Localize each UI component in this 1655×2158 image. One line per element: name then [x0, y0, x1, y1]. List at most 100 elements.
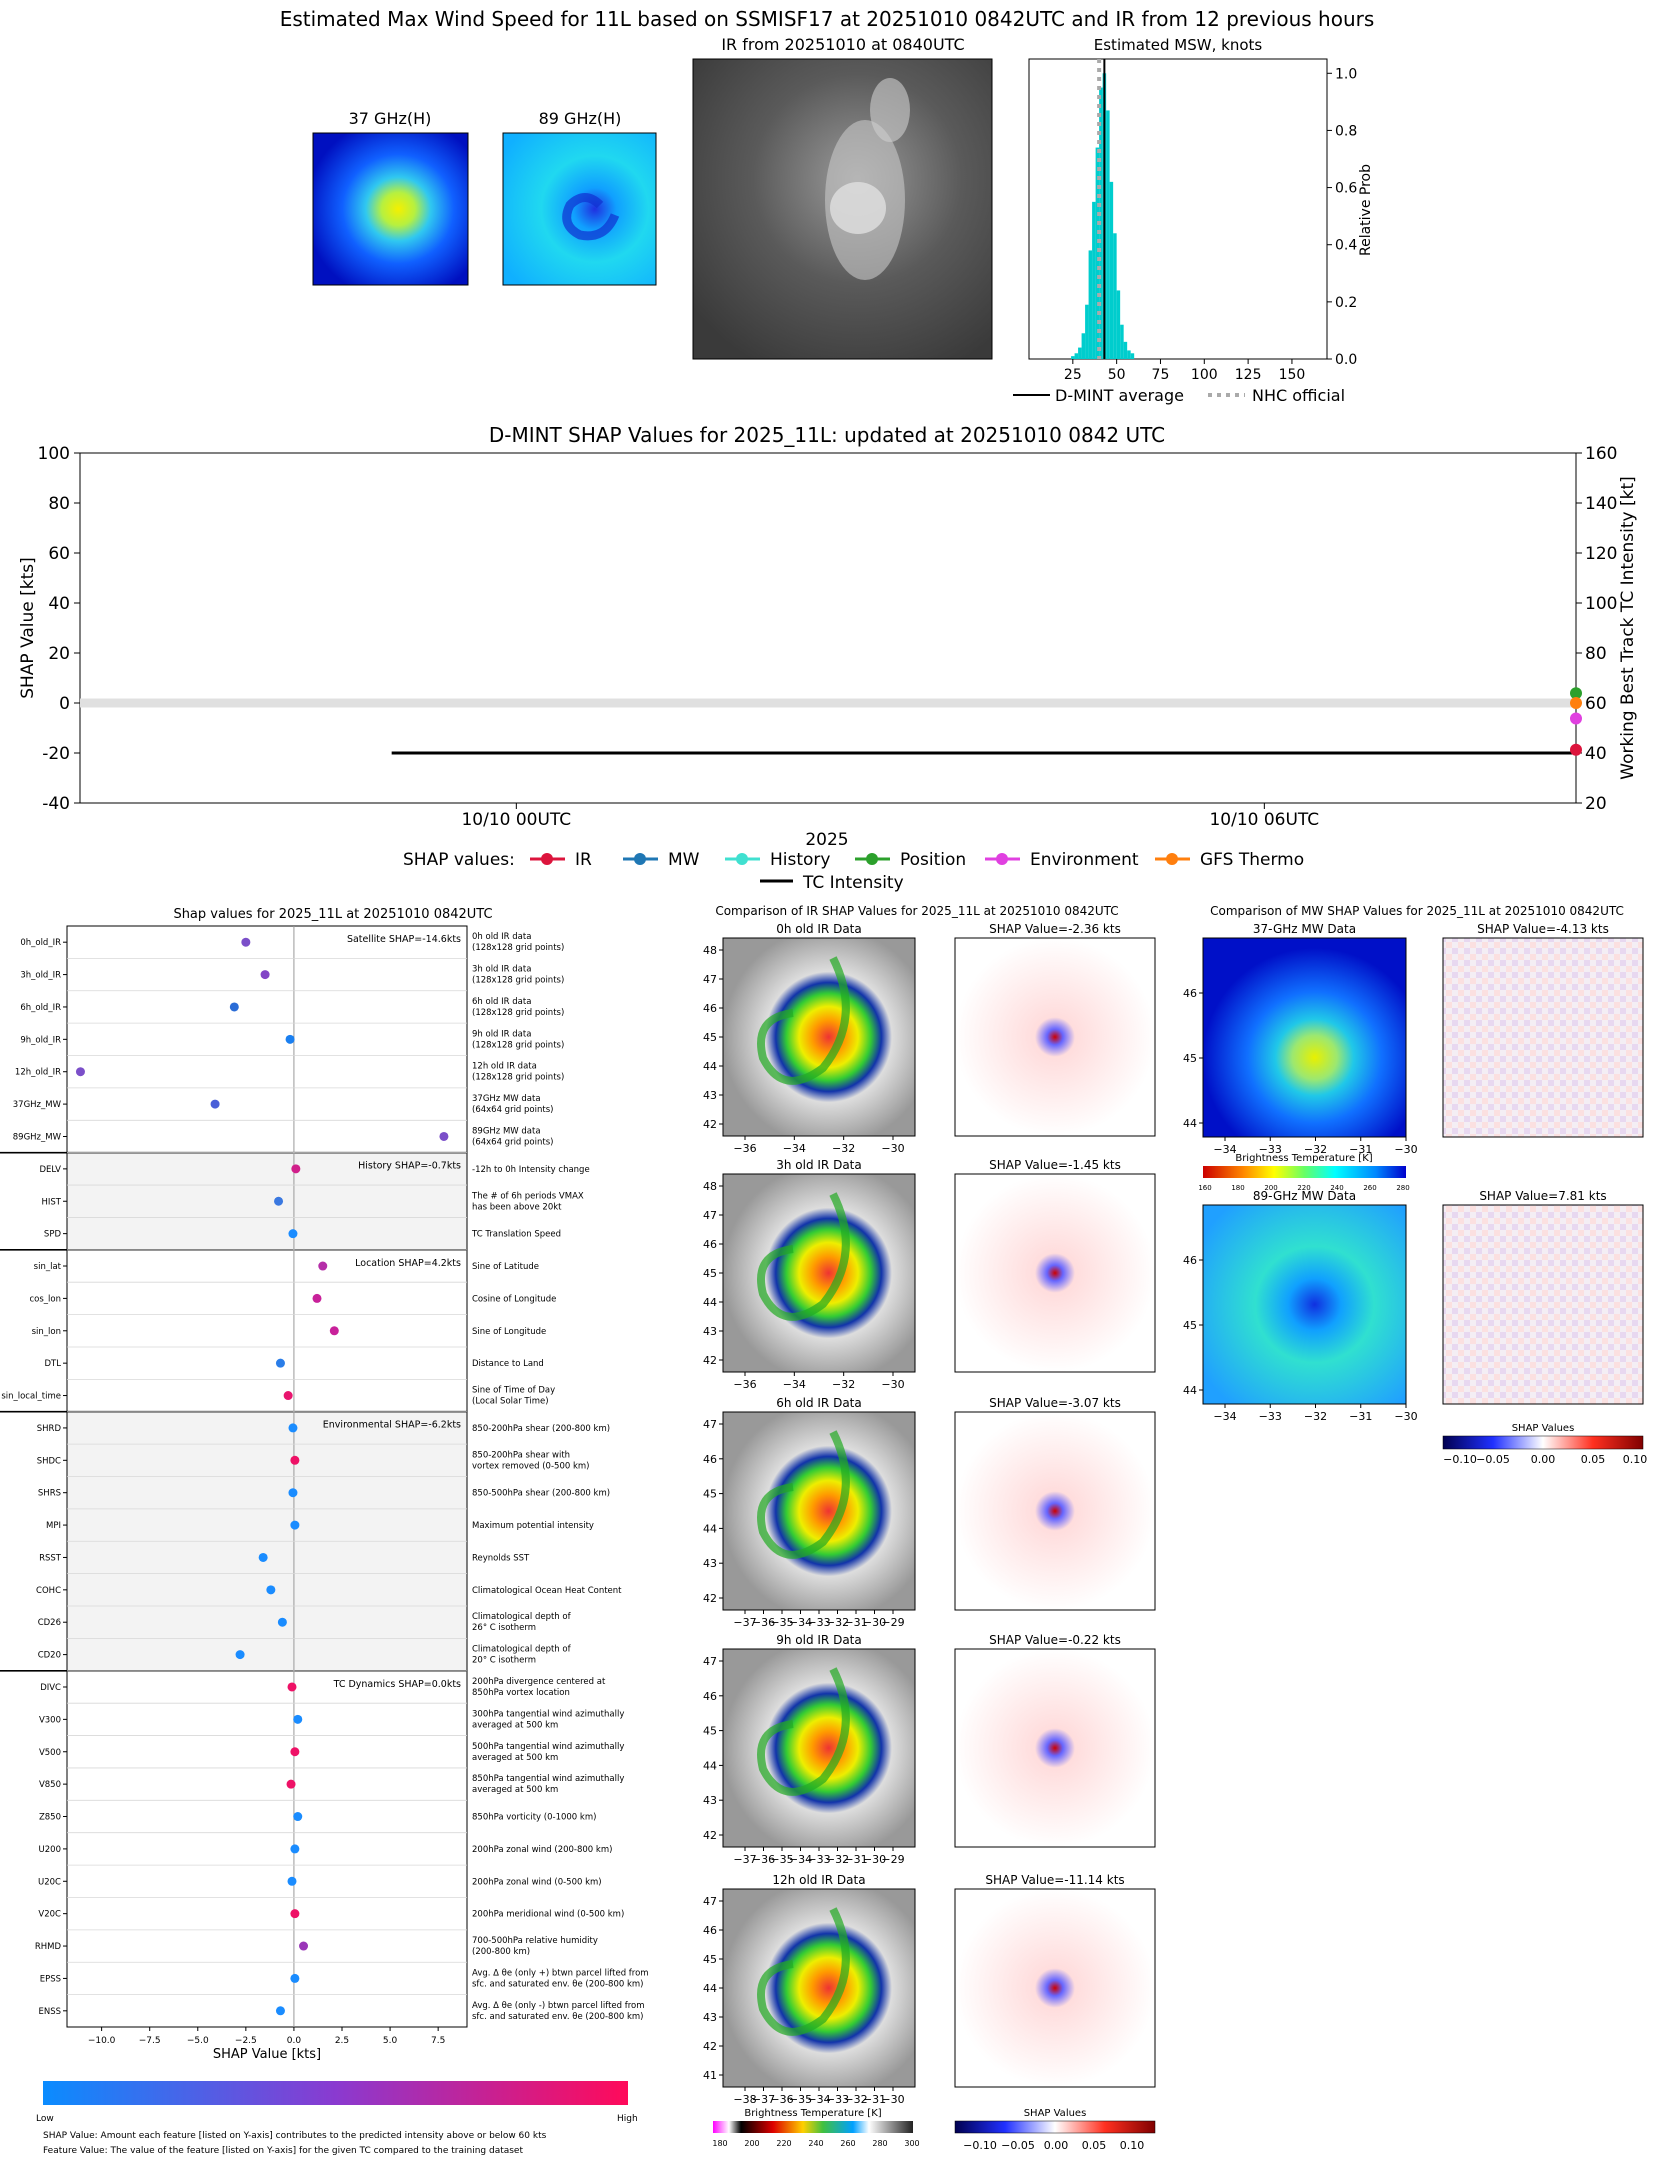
y-right-tick-label: 140	[1585, 494, 1617, 514]
legend-swatch-dot	[541, 853, 553, 865]
x-tick-label: −31	[1349, 1410, 1372, 1423]
legend-tc-label: TC Intensity	[802, 873, 904, 893]
colorbar-tick-label: 180	[1231, 1184, 1244, 1192]
ir-spiral-band	[757, 956, 850, 1085]
legend-swatch-dot	[996, 853, 1008, 865]
x-tick-label: −32	[1304, 1143, 1327, 1156]
ir-panel-image	[722, 1888, 916, 2088]
y-tick-label: 45	[1183, 1319, 1197, 1332]
feature-name: COHC	[36, 1586, 61, 1596]
y-tick-label: 0.4	[1335, 238, 1357, 254]
x-tick-label: −32	[826, 1853, 849, 1866]
x-tick-label: 5.0	[383, 2036, 398, 2046]
y-tick-label: 45	[703, 1267, 717, 1280]
legend-label: GFS Thermo	[1200, 850, 1304, 870]
feature-name: RSST	[39, 1553, 62, 1563]
feature-name: 3h_old_IR	[20, 971, 61, 981]
msw-histogram: 25 50 75 100 125 150 0.0 0.2 0.4 0.6 0.8 1.0	[1028, 58, 1357, 383]
feature-shap-point	[290, 1973, 300, 1983]
feature-shap-point	[285, 1034, 295, 1044]
y-tick-label: 0.8	[1335, 123, 1357, 139]
feature-description: Maximum potential intensity	[472, 1521, 594, 1531]
y-tick-label: 47	[703, 1895, 717, 1908]
ir-shap-colorbar-label: SHAP Values	[1024, 2108, 1087, 2119]
y-right-tick-label: 20	[1585, 794, 1607, 814]
footnote-feature: Feature Value: The value of the feature …	[43, 2146, 523, 2156]
panel-89-title: 89 GHz(H)	[539, 109, 622, 128]
figure-title: Estimated Max Wind Speed for 11L based o…	[280, 7, 1375, 31]
y-tick-label: 48	[703, 944, 717, 957]
y-tick-label: 45	[703, 1953, 717, 1966]
x-tick-label: −34	[789, 1853, 812, 1866]
x-tick-label: −31	[1349, 1143, 1372, 1156]
colorbar-tick-label: 200	[744, 2139, 759, 2148]
colorbar-tick-label: −0.05	[1001, 2139, 1035, 2152]
colorbar-low: Low	[36, 2114, 54, 2124]
feature-name: 12h_old_IR	[15, 1068, 61, 1078]
x-tick-label: −37	[752, 2093, 775, 2106]
feature-shap-point	[75, 1067, 85, 1077]
ir-shap-map	[954, 1411, 1156, 1611]
legend-swatch-dot	[1166, 853, 1178, 865]
feature-description: (64x64 grid points)	[472, 1137, 553, 1147]
feature-description: 200hPa divergence centered at	[472, 1677, 606, 1687]
y-left-tick-label: 100	[38, 444, 70, 464]
y-tick-label: 0.0	[1335, 352, 1357, 368]
feature-description: (Local Solar Time)	[472, 1397, 549, 1407]
feature-shap-point	[293, 1812, 303, 1822]
feature-description: 850hPa vorticity (0-1000 km)	[472, 1813, 596, 1823]
feature-name: CD26	[38, 1618, 61, 1628]
timeline-ylabel-left: SHAP Value [kts]	[18, 557, 38, 699]
feature-name: SHDC	[37, 1456, 61, 1466]
colorbar-tick-label: 0.05	[1581, 1453, 1606, 1466]
feature-name: cos_lon	[29, 1294, 61, 1304]
feature-shap-point	[291, 1164, 301, 1174]
y-tick-label: 43	[703, 2011, 717, 2024]
feature-description: Climatological depth of	[472, 1645, 572, 1655]
feature-description: 89GHz MW data	[472, 1126, 541, 1136]
y-tick-label: 47	[703, 1655, 717, 1668]
ir-shap-colorbar	[954, 2120, 1156, 2134]
colorbar-tick-label: 0.05	[1082, 2139, 1107, 2152]
feature-description: Sine of Time of Day	[472, 1386, 555, 1396]
feature-name: DTL	[45, 1359, 62, 1369]
x-tick-label: −5.0	[187, 2036, 209, 2046]
feature-description: 9h old IR data	[472, 1029, 531, 1039]
feature-shap-point	[290, 1909, 300, 1919]
colorbar-tick-label: 260	[840, 2139, 855, 2148]
legend-label: Environment	[1030, 850, 1139, 870]
histogram-bar	[1088, 250, 1093, 359]
feature-name: U200	[39, 1845, 61, 1855]
ir-spiral-band	[757, 1192, 850, 1321]
colorbar-high: High	[617, 2114, 638, 2124]
y-left-tick-label: 60	[48, 544, 70, 564]
panel-ir-title: IR from 20251010 at 0840UTC	[721, 35, 964, 54]
y-right-tick-label: 40	[1585, 744, 1607, 764]
x-tick-label: −33	[807, 1853, 830, 1866]
x-tick-label: 10/10 06UTC	[1209, 810, 1319, 830]
y-tick-label: 47	[703, 1209, 717, 1222]
x-tick-label: −34	[1213, 1410, 1236, 1423]
y-tick-label: 46	[703, 1002, 717, 1015]
y-tick-label: 1.0	[1335, 66, 1357, 82]
y-tick-label: 41	[703, 2069, 717, 2082]
ir-panel-image	[722, 1648, 916, 1848]
mw-shap-panel-label: SHAP Value=-4.13 kts	[1477, 922, 1609, 936]
ir-spiral-band	[757, 1907, 850, 2036]
y-tick-label: 42	[703, 1829, 717, 1842]
ir-panel-label: 9h old IR Data	[776, 1633, 862, 1647]
colorbar-tick-label: 0.00	[1044, 2139, 1069, 2152]
y-left-tick-label: 0	[59, 694, 70, 714]
colorbar-tick-label: 0.10	[1120, 2139, 1145, 2152]
colorbar-tick-label: 220	[776, 2139, 791, 2148]
ir-bt-colorbar-label: Brightness Temperature [K]	[744, 2108, 881, 2119]
feature-name: DIVC	[40, 1683, 61, 1693]
x-tick-label: 75	[1152, 367, 1170, 383]
feature-shap-point	[318, 1261, 328, 1271]
feature-shap-point	[290, 1844, 300, 1854]
feature-shap-point	[229, 1002, 239, 1012]
feature-shap-point	[277, 1617, 287, 1627]
y-tick-label: 44	[1183, 1117, 1197, 1130]
timeline-title: D-MINT SHAP Values for 2025_11L: updated…	[489, 423, 1165, 447]
feature-name: Z850	[39, 1813, 61, 1823]
